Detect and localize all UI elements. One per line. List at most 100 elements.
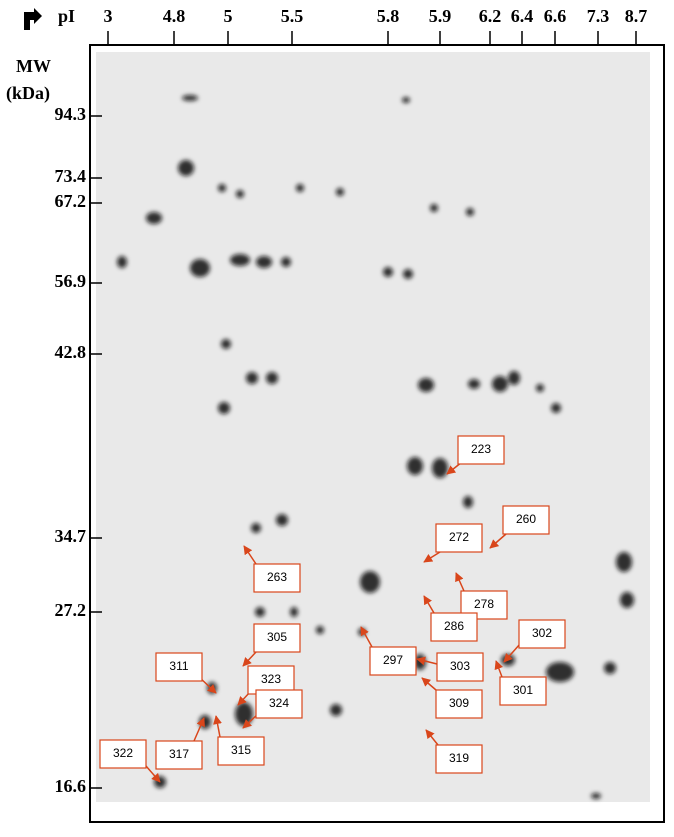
gel-spot <box>230 254 250 266</box>
spot-label-box <box>430 612 478 642</box>
mw-tick-label: 56.9 <box>55 271 87 291</box>
gel-spot <box>281 257 291 267</box>
spot-arrow <box>213 715 222 738</box>
gel-spot <box>402 97 410 103</box>
spot-label-box <box>155 740 203 770</box>
spot-arrow <box>243 545 257 565</box>
gel-spot <box>360 571 380 593</box>
spot-arrow <box>360 626 373 648</box>
gel-spot <box>235 702 253 726</box>
pi-tick-label: 5.5 <box>281 6 304 26</box>
gel-spot <box>508 371 520 385</box>
gel-spot <box>218 184 226 192</box>
gel-spot <box>407 457 423 475</box>
gel-spot <box>251 523 261 533</box>
gel-spot <box>117 256 127 268</box>
spot-label-box <box>435 689 483 719</box>
gel-spot <box>616 552 632 572</box>
mw-label: MW <box>16 56 51 76</box>
mw-tick-label: 42.8 <box>55 342 87 362</box>
gel-spot <box>403 269 413 279</box>
gel-spot <box>536 384 544 392</box>
gel-spot <box>255 607 265 617</box>
pi-tick-label: 5.8 <box>377 6 400 26</box>
gel-spot <box>468 379 480 389</box>
mw-tick-label: 94.3 <box>55 104 87 124</box>
pi-tick-label: 6.2 <box>479 6 502 26</box>
spot-label-box <box>253 623 301 653</box>
gel-spot <box>383 267 393 277</box>
gel-spot <box>190 259 210 277</box>
gel-spot <box>418 378 434 392</box>
spot-arrow <box>425 729 439 746</box>
spot-label: 272 <box>449 530 469 544</box>
pi-tick-label: 6.4 <box>511 6 534 26</box>
pi-tick-label: 3 <box>104 6 113 26</box>
spot-label-box <box>460 590 508 620</box>
spot-label: 323 <box>261 672 281 686</box>
spot-label: 223 <box>471 442 491 456</box>
spot-label-box <box>499 676 547 706</box>
gel-spot <box>236 190 244 198</box>
gel-spot <box>218 402 230 414</box>
spot-label-box <box>369 646 417 676</box>
spot-label: 263 <box>267 570 287 584</box>
mw-tick-label: 27.2 <box>55 600 87 620</box>
spot-label: 305 <box>267 630 287 644</box>
spot-label: 324 <box>269 696 289 710</box>
spot-arrow <box>242 651 257 667</box>
gel-spot <box>551 403 561 413</box>
gel-spot <box>546 662 574 682</box>
gel-spot <box>336 188 344 196</box>
pi-tick-label: 8.7 <box>625 6 648 26</box>
mw-unit: (kDa) <box>6 83 50 104</box>
gel-spot <box>432 458 448 478</box>
spot-label: 278 <box>474 597 494 611</box>
spot-label: 317 <box>169 747 189 761</box>
spot-label: 315 <box>231 743 251 757</box>
spot-label: 286 <box>444 619 464 633</box>
pi-tick-label: 5 <box>224 6 233 26</box>
gel-spot <box>463 496 473 508</box>
gel-spot <box>290 607 298 617</box>
spot-arrow <box>145 765 161 783</box>
gel-spot <box>246 372 258 384</box>
spot-label-box <box>502 505 550 535</box>
pi-icon <box>24 8 42 30</box>
gel-spot <box>620 592 634 608</box>
gel-spot <box>221 339 231 349</box>
gel-spot <box>296 184 304 192</box>
spot-arrow <box>503 643 521 663</box>
spot-label-box <box>436 652 484 682</box>
gel-spot <box>430 204 438 212</box>
spot-label-box <box>435 523 483 553</box>
pi-tick-label: 6.6 <box>544 6 567 26</box>
pi-label: pI <box>58 6 75 26</box>
pi-tick-label: 5.9 <box>429 6 452 26</box>
gel-spot <box>501 654 515 666</box>
spot-arrow <box>423 595 435 614</box>
mw-tick-label: 67.2 <box>55 191 87 211</box>
spot-arrow <box>421 677 437 691</box>
spot-label-box <box>99 739 147 769</box>
spot-arrow <box>489 533 507 549</box>
spot-label: 322 <box>113 746 133 760</box>
gel-spot <box>146 212 162 224</box>
mw-tick-label: 34.7 <box>55 526 87 546</box>
spot-arrow <box>455 572 465 592</box>
gel-spot <box>330 704 342 716</box>
spot-arrow <box>193 717 205 742</box>
spot-label: 301 <box>513 683 533 697</box>
gel-spot <box>466 208 474 216</box>
gel-spot <box>492 376 508 392</box>
spot-label: 302 <box>532 626 552 640</box>
mw-tick-label: 16.6 <box>55 776 87 796</box>
spot-label: 319 <box>449 751 469 765</box>
spot-arrow <box>494 660 504 678</box>
spot-label: 309 <box>449 696 469 710</box>
spot-label-box <box>255 689 303 719</box>
gel-spot <box>266 372 278 384</box>
gel-spot <box>276 514 288 526</box>
